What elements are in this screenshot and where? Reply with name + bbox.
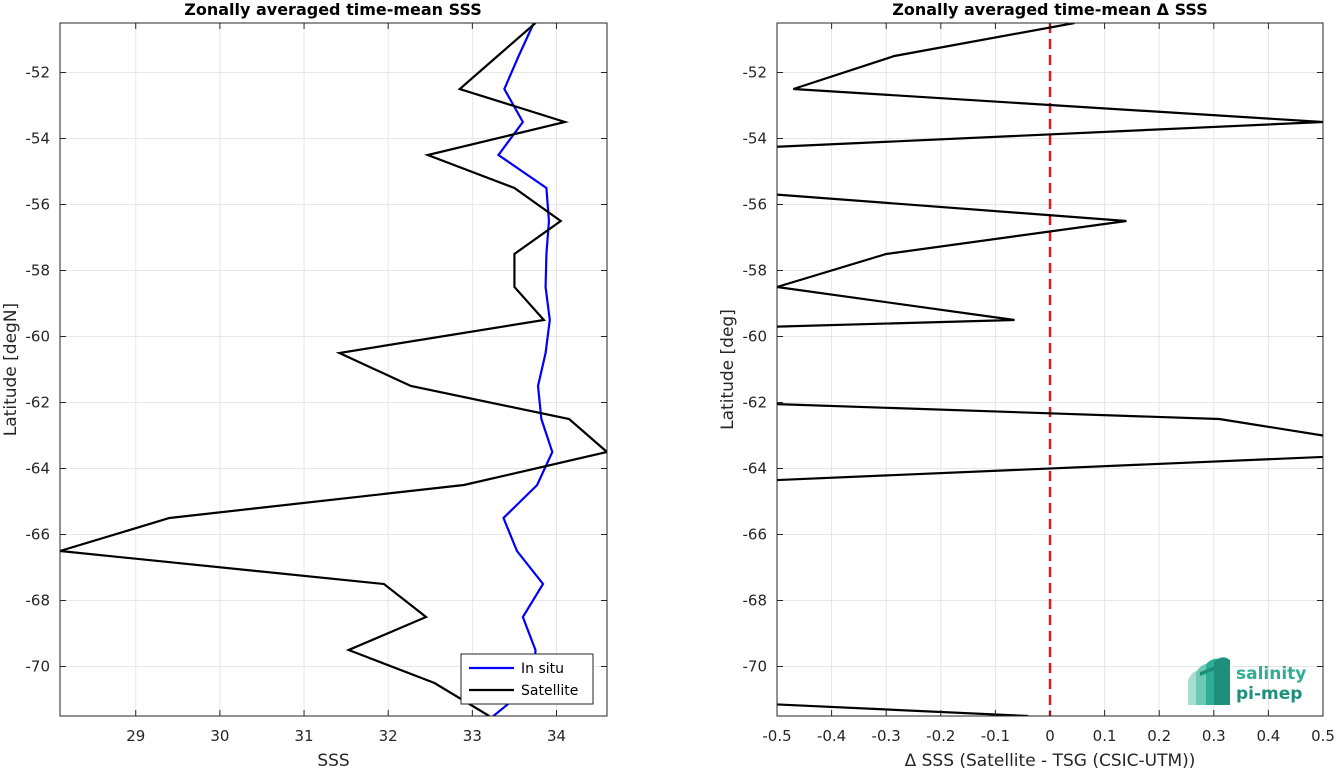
- salinity-pi-mep-logo: salinity pi-mep: [1188, 657, 1306, 705]
- y-tick-label: -64: [743, 460, 768, 478]
- logo-wave-icon: [1188, 657, 1230, 705]
- x-tick-label: -0.2: [926, 727, 955, 745]
- chart-title: Zonally averaged time-mean Δ SSS: [892, 0, 1208, 19]
- x-tick-label: -0.1: [981, 727, 1010, 745]
- y-tick-label: -66: [26, 526, 51, 544]
- y-tick-label: -66: [743, 526, 768, 544]
- y-tick-label: -58: [743, 262, 768, 280]
- series-line-1-part-2: [777, 193, 1127, 328]
- x-tick-label: -0.4: [817, 727, 846, 745]
- y-tick-label: -60: [743, 328, 768, 346]
- x-tick-label: 0: [1045, 727, 1055, 745]
- y-tick-label: -52: [26, 64, 51, 82]
- data-layer: [777, 23, 1323, 716]
- y-tick-label: -62: [743, 394, 768, 412]
- y-tick-label: -62: [26, 394, 51, 412]
- legend-label-in-situ: In situ: [521, 661, 564, 677]
- y-tick-label: -70: [743, 658, 768, 676]
- x-tick-label: 34: [547, 727, 566, 745]
- y-axis-label: Latitude [deg]: [718, 309, 738, 430]
- y-tick-label: -52: [743, 64, 768, 82]
- sss-panel: 29 30 31 32 33 34 -52 -54 -56 -58 -60 -62 -64 -66 -68 -…: [1, 0, 608, 769]
- chart-title: Zonally averaged time-mean SSS: [184, 0, 482, 19]
- legend: In situ Satellite: [460, 653, 594, 705]
- y-tick-label: -60: [26, 328, 51, 346]
- series-line-in-situ: [492, 23, 554, 716]
- y-tick-label: -56: [743, 196, 768, 214]
- data-layer: [60, 23, 607, 716]
- legend-label-satellite: Satellite: [521, 683, 578, 699]
- delta-sss-panel: -0.5 -0.4 -0.3 -0.2 -0.1 0 0.1 0.2 0.3 0.4 0.5 -52 -…: [718, 0, 1335, 769]
- logo-text-pi-mep: pi-mep: [1236, 684, 1302, 704]
- x-tick-label: 0.4: [1256, 727, 1280, 745]
- x-tick-label: -0.5: [762, 727, 791, 745]
- x-tick-label: 0.2: [1147, 727, 1171, 745]
- x-tick-label: 29: [126, 727, 145, 745]
- x-tick-label: 30: [210, 727, 229, 745]
- series-line-1-part-1: [777, 23, 1323, 148]
- series-line-1-part-3: [777, 403, 1323, 437]
- y-tick-label: -58: [26, 262, 51, 280]
- x-tick-label: -0.3: [872, 727, 901, 745]
- series-line-1-part-5: [777, 703, 1029, 716]
- y-tick-label: -56: [26, 196, 51, 214]
- x-tick-label: 33: [463, 727, 482, 745]
- x-axis-label: Δ SSS (Satellite - TSG (CSIC-UTM)): [905, 751, 1196, 769]
- y-tick-label: -70: [26, 658, 51, 676]
- x-tick-label: 32: [379, 727, 398, 745]
- axes-box: [59, 22, 608, 717]
- y-tick-label: -54: [26, 130, 51, 148]
- y-tick-label: -68: [26, 592, 51, 610]
- y-axis-label: Latitude [degN]: [1, 303, 21, 436]
- y-tick-label: -54: [743, 130, 768, 148]
- x-tick-label: 31: [294, 727, 313, 745]
- y-tick-label: -64: [26, 460, 51, 478]
- series-line-1-part-4: [777, 455, 1323, 482]
- x-tick-label: 0.3: [1202, 727, 1226, 745]
- legend-box: [460, 653, 594, 705]
- x-tick-label: 0.1: [1093, 727, 1117, 745]
- series-line-satellite: [60, 23, 607, 716]
- y-tick-label: -68: [743, 592, 768, 610]
- x-tick-label: 0.5: [1311, 727, 1335, 745]
- x-axis-label: SSS: [317, 751, 349, 769]
- logo-text-salinity: salinity: [1236, 664, 1306, 684]
